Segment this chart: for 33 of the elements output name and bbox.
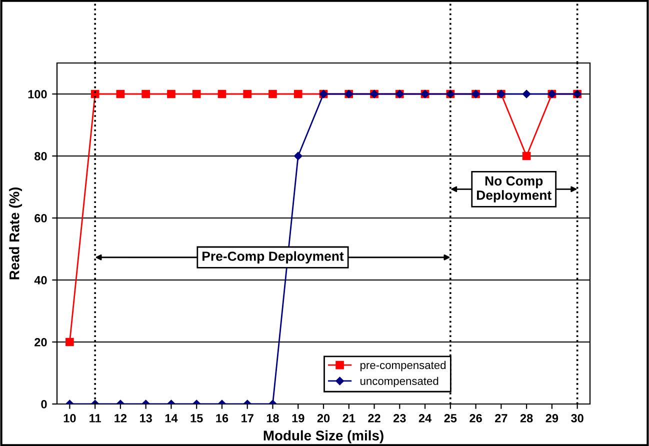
y-tick-label: 0 [41, 400, 47, 408]
x-tick-label: 13 [140, 414, 152, 422]
x-tick-label: 21 [342, 414, 356, 422]
x-tick-label: 17 [242, 414, 254, 422]
y-axis-title: Read Rate (%) [9, 187, 22, 280]
x-tick-label: 29 [546, 414, 558, 422]
x-tick-label: 14 [165, 414, 178, 422]
y-tick-label: 40 [34, 276, 47, 284]
legend-label: uncompensated [360, 376, 438, 388]
legend-label: pre-compensated [360, 360, 446, 372]
x-tick-label: 25 [444, 414, 457, 422]
x-tick-label: 28 [520, 414, 533, 422]
x-tick-label: 26 [470, 414, 482, 422]
x-tick-label: 10 [64, 414, 76, 422]
x-tick-label: 30 [571, 414, 584, 422]
x-tick-label: 18 [266, 414, 279, 422]
annotation: No Comp Deployment [476, 176, 552, 202]
y-tick-label: 80 [34, 152, 47, 160]
x-tick-label: 11 [90, 414, 101, 422]
x-tick-label: 23 [393, 414, 406, 422]
x-tick-label: 12 [114, 414, 127, 422]
y-tick-label: 20 [34, 338, 47, 346]
x-tick-label: 24 [418, 414, 432, 422]
y-tick-label: 60 [34, 214, 47, 222]
x-tick-label: 20 [317, 414, 330, 422]
x-tick-label: 15 [190, 414, 203, 422]
x-tick-label: 27 [495, 414, 508, 422]
y-tick-label: 100 [28, 90, 47, 98]
x-tick-label: 22 [368, 414, 380, 422]
x-tick-label: 19 [292, 414, 304, 422]
x-tick-label: 16 [216, 414, 228, 422]
annotation: Pre-Comp Deployment [202, 251, 344, 264]
x-axis-title: Module Size (mils) [264, 430, 384, 444]
